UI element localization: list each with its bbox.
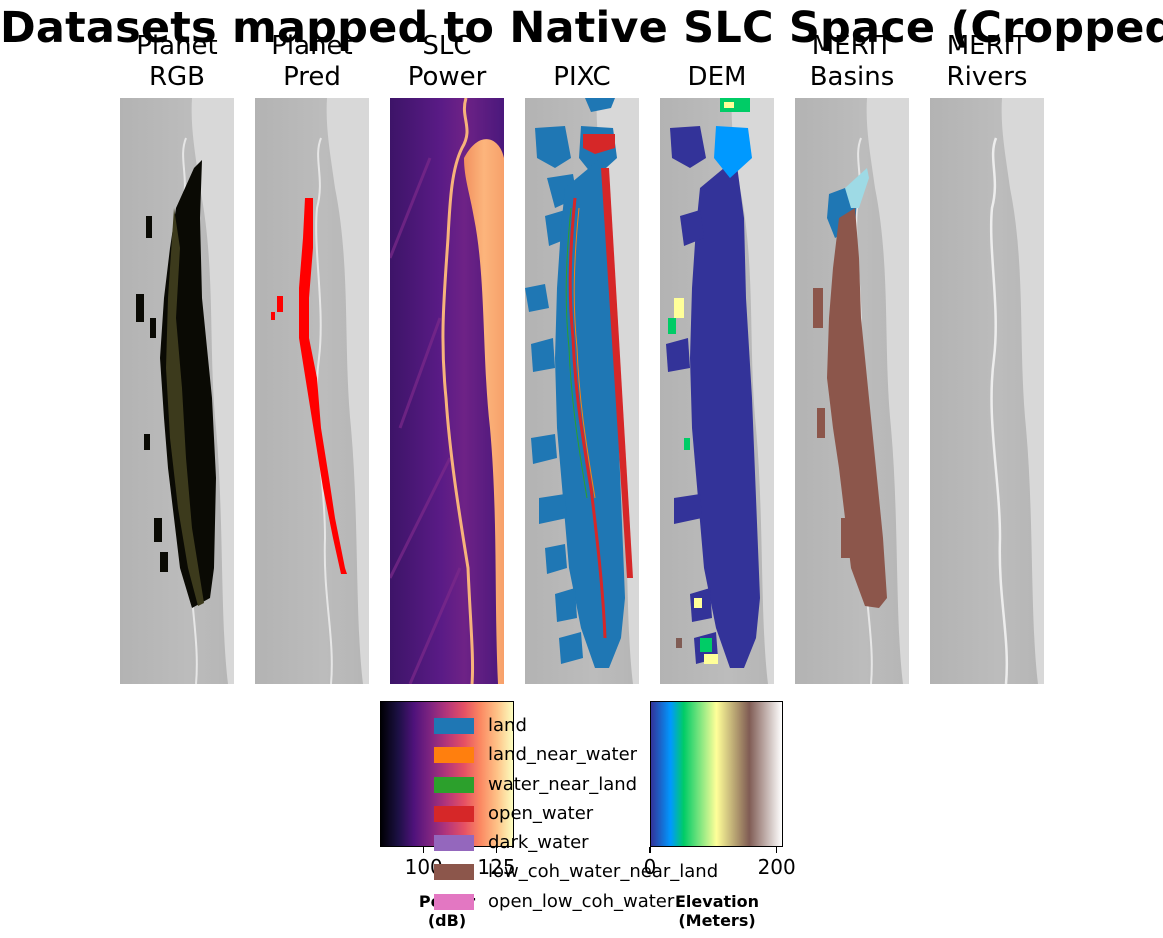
panel-title-slc-power: SLC Power	[357, 31, 537, 93]
legend-entry: land	[434, 714, 674, 743]
panel-title-line1: MERIT	[811, 31, 893, 61]
panel-title-merit-basins: MERIT Basins	[762, 31, 942, 93]
legend-label: open_low_coh_water	[488, 890, 675, 912]
elevation-colorbar-label-line2: (Meters)	[678, 911, 756, 930]
elevation-tick-label: 200	[757, 855, 796, 879]
legend-swatch	[434, 835, 474, 852]
panel-title-line2: Power	[407, 62, 487, 92]
panel-title-line1: Planet	[271, 31, 353, 61]
panel-merit-basins	[795, 98, 909, 684]
legend-swatch	[434, 776, 474, 793]
legend-entry: land_near_water	[434, 743, 674, 772]
panel-title-line2: Rivers	[946, 62, 1028, 92]
panel-merit-rivers	[930, 98, 1044, 684]
pixc-legend: land land_near_water water_near_land open_w…	[434, 714, 718, 919]
panel-dem	[660, 98, 774, 684]
panel-title-pixc: PIXC	[492, 62, 672, 93]
panel-title-planet-rgb: Planet RGB	[87, 31, 267, 93]
elevation-tick-mark	[775, 847, 778, 853]
panel-title-line1: SLC	[422, 31, 472, 61]
legend-swatch	[434, 718, 474, 734]
panel-slc-power	[390, 98, 504, 684]
panel-title-merit-rivers: MERIT Rivers	[897, 31, 1077, 93]
legend-swatch	[434, 747, 474, 764]
power-tick-mark	[422, 847, 425, 853]
elevation-colorbar-label: Elevation (Meters)	[675, 892, 759, 930]
power-tick-label: 125	[477, 855, 516, 879]
panel-pixc	[525, 98, 639, 684]
legend-swatch	[434, 864, 474, 881]
legend-label: land_near_water	[488, 744, 638, 766]
panel-planet-pred	[255, 98, 369, 684]
legend-entry: dark_water	[434, 831, 674, 860]
legend-label: water_near_land	[488, 773, 638, 795]
elevation-colorbar-label-line1: Elevation	[674, 892, 760, 911]
legend-label: low_coh_water_near_land	[488, 861, 719, 883]
panel-title-dem: DEM	[627, 62, 807, 93]
legend-entry: open_low_coh_water	[434, 890, 674, 919]
panel-planet-rgb	[120, 98, 234, 684]
panel-title-line1: Planet	[136, 31, 218, 61]
legend-swatch	[434, 805, 474, 822]
elevation-colorbar	[650, 701, 783, 847]
power-tick-mark	[495, 847, 498, 853]
legend-entry: water_near_land	[434, 773, 674, 802]
panel-title-line2: Basins	[809, 62, 895, 92]
panel-title-line1: PIXC	[553, 62, 611, 92]
legend-entry: open_water	[434, 802, 674, 831]
panel-title-line2: Pred	[283, 62, 341, 92]
legend-swatch	[434, 893, 474, 910]
legend-label: dark_water	[488, 832, 589, 854]
legend-label: open_water	[488, 802, 594, 824]
power-colorbar-label-line2: (dB)	[427, 911, 467, 930]
panel-title-line2: RGB	[148, 62, 206, 92]
legend-entry: low_coh_water_near_land	[434, 860, 718, 889]
elevation-tick-mark	[649, 847, 651, 853]
panel-title-planet-pred: Planet Pred	[222, 31, 402, 93]
legend-label: land	[488, 715, 527, 736]
figure-suptitle: Datasets mapped to Native SLC Space (Cro…	[0, 3, 1163, 53]
panel-title-line1: MERIT	[946, 31, 1028, 61]
elevation-tick-label: 0	[643, 855, 657, 879]
panel-title-line1: DEM	[687, 62, 747, 92]
